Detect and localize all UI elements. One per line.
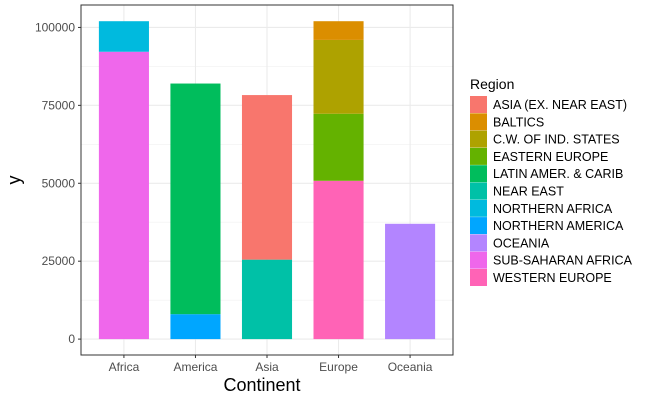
- x-tick-label: Asia: [255, 360, 279, 374]
- legend-label: C.W. OF IND. STATES: [493, 133, 620, 147]
- legend-label: ASIA (EX. NEAR EAST): [493, 98, 627, 112]
- legend-key: [470, 182, 487, 200]
- legend-label: EASTERN EUROPE: [493, 150, 608, 164]
- legend-key: [470, 96, 487, 113]
- bar-segment: [241, 95, 293, 260]
- x-axis: Africa America Asia Europe Oceania: [109, 355, 433, 374]
- legend-key: [470, 234, 487, 252]
- bar-segment: [170, 83, 221, 315]
- bar-segment: [313, 113, 364, 181]
- y-tick-label: 100000: [35, 20, 75, 34]
- legend-title: Region: [470, 76, 514, 92]
- bar-segment: [98, 51, 149, 340]
- bars-group: [98, 21, 436, 340]
- x-tick-label: America: [173, 360, 217, 374]
- y-axis-title: y: [4, 176, 24, 185]
- legend-key: [470, 147, 487, 165]
- legend-key: [470, 217, 487, 235]
- bar-segment: [98, 21, 149, 52]
- legend-key: [470, 165, 487, 183]
- legend-label: NEAR EAST: [493, 185, 564, 199]
- bar-segment: [313, 21, 364, 40]
- bar-segment: [170, 314, 221, 340]
- x-tick-label: Oceania: [388, 360, 433, 374]
- y-tick-label: 50000: [42, 176, 76, 190]
- x-tick-label: Europe: [319, 360, 358, 374]
- y-tick-label: 75000: [42, 98, 76, 112]
- legend-key: [470, 199, 487, 217]
- legend-label: WESTERN EUROPE: [493, 271, 612, 285]
- bar-segment: [385, 223, 436, 340]
- legend-label: LATIN AMER. & CARIB: [493, 167, 623, 181]
- bar-segment: [241, 259, 293, 340]
- legend-key: [470, 269, 487, 286]
- legend: Region ASIA (EX. NEAR EAST) BALTICS C.W. O…: [470, 76, 633, 286]
- x-tick-label: Africa: [109, 360, 140, 374]
- legend-key: [470, 251, 487, 269]
- y-axis: 0 25000 50000 75000 100000: [35, 20, 81, 346]
- legend-label: NORTHERN AMERICA: [493, 219, 624, 233]
- legend-label: OCEANIA: [493, 236, 550, 250]
- bar-segment: [313, 39, 364, 114]
- x-axis-title: Continent: [223, 375, 300, 395]
- bar-segment: [313, 180, 364, 340]
- legend-key: [470, 113, 487, 131]
- y-tick-label: 25000: [42, 254, 76, 268]
- legend-label: NORTHERN AFRICA: [493, 202, 613, 216]
- legend-label: SUB-SAHARAN AFRICA: [493, 254, 633, 268]
- y-tick-label: 0: [68, 332, 75, 346]
- legend-label: BALTICS: [493, 115, 544, 129]
- legend-key: [470, 130, 487, 148]
